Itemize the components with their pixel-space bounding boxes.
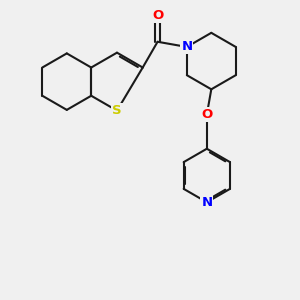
Text: O: O bbox=[201, 108, 212, 121]
Text: S: S bbox=[112, 104, 122, 117]
Text: N: N bbox=[181, 40, 192, 53]
Text: O: O bbox=[152, 8, 163, 22]
Text: N: N bbox=[201, 196, 212, 209]
